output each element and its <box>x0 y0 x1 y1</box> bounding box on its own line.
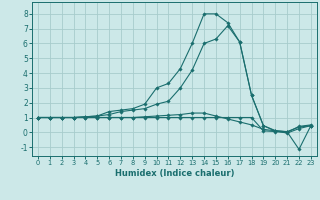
X-axis label: Humidex (Indice chaleur): Humidex (Indice chaleur) <box>115 169 234 178</box>
